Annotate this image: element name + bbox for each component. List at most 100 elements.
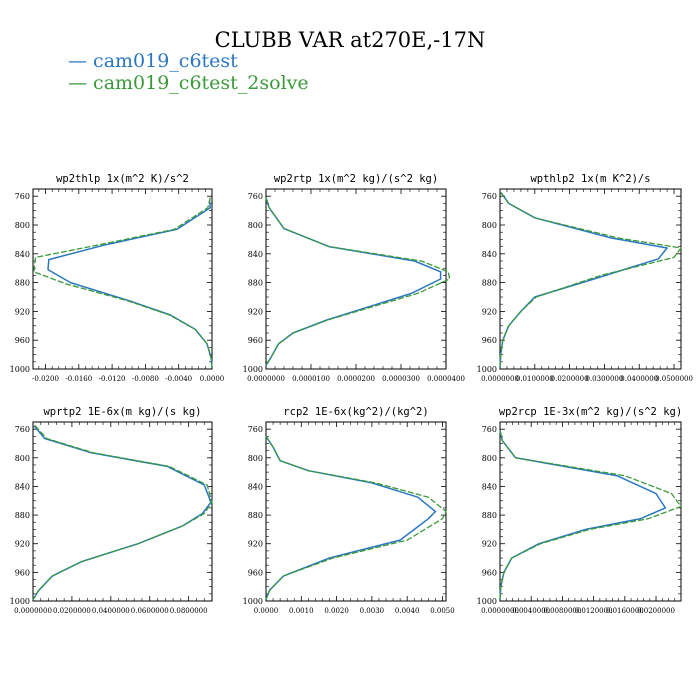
y-tick-label: 1000 [477, 597, 497, 606]
y-tick-label: 840 [482, 482, 497, 491]
panel-title: wp2rtp 1x(m^2 kg)/(s^2 kg) [274, 173, 438, 185]
x-tick-label: 0.0600000 [131, 607, 169, 615]
x-tick-label: 0.0000100 [292, 375, 330, 383]
x-tick-label: 0.0000000 [481, 375, 519, 383]
legend-label: cam019_c6test [93, 50, 238, 72]
y-tick-label: 920 [248, 540, 263, 549]
x-tick-label: 0.0500000 [655, 375, 693, 383]
x-tick-label: 0.0020 [324, 607, 349, 615]
x-tick-label: 0.0400000 [620, 375, 658, 383]
x-tick-label: 0.0000000 [481, 607, 519, 615]
series-line-c6test [47, 200, 213, 368]
x-tick-label: -0.0120 [99, 375, 126, 383]
y-tick-label: 920 [248, 307, 263, 316]
y-tick-label: 760 [482, 425, 497, 434]
x-tick-label: 0.0080000 [543, 607, 581, 615]
x-tick-label: 0.0000200 [337, 375, 375, 383]
panel-title: wpthlp2 1x(m K^2)/s [530, 173, 650, 185]
legend-line-marker: — [68, 50, 94, 72]
y-tick-label: 1000 [477, 365, 497, 374]
y-tick-label: 840 [248, 250, 263, 259]
series-line-c6test [32, 425, 212, 600]
chart-panel: wp2rtp 1x(m^2 kg)/(s^2 kg) 760 800 840 880 92… [243, 173, 465, 383]
legend-item: — cam019_c6test [68, 50, 238, 72]
y-tick-label: 760 [248, 192, 263, 201]
y-tick-label: 800 [15, 454, 30, 463]
x-tick-label: 0.0000000 [14, 607, 52, 615]
series-line-2solve [499, 430, 682, 600]
y-tick-label: 880 [482, 511, 497, 520]
y-tick-label: 960 [15, 336, 30, 345]
x-tick-label: 0.0300000 [585, 375, 623, 383]
y-tick-label: 840 [15, 250, 30, 259]
y-tick-label: 1000 [243, 365, 263, 374]
x-tick-label: 0.0120000 [575, 607, 613, 615]
y-tick-label: 920 [482, 307, 497, 316]
series-line-2solve [499, 192, 682, 368]
legend-item: — cam019_c6test_2solve [68, 72, 309, 94]
plot-frame [265, 421, 447, 602]
x-tick-label: 0.0200000 [637, 607, 675, 615]
series-line-2solve [265, 435, 447, 600]
x-tick-label: 0.0000400 [427, 375, 465, 383]
x-tick-label: 0.0030 [360, 607, 385, 615]
x-tick-label: 0.0010 [289, 607, 314, 615]
y-tick-label: 760 [248, 425, 263, 434]
series-line-c6test [265, 435, 437, 600]
plot-frame [32, 421, 213, 602]
chart-panel: wprtp2 1E-6x(m kg)/(s kg) 760 800 840 880 920… [10, 406, 213, 615]
y-tick-label: 880 [248, 511, 263, 520]
y-tick-label: 960 [15, 568, 30, 577]
chart-panel: wp2thlp 1x(m^2 K)/s^2 760 800 840 880 920 960 1… [10, 173, 225, 383]
x-tick-label: -0.0080 [132, 375, 159, 383]
chart-panel: rcp2 1E-6x(kg^2)/(kg^2) 760 800 840 880 920 96… [243, 406, 455, 615]
x-tick-label: 0.0000 [254, 607, 279, 615]
y-tick-label: 840 [482, 250, 497, 259]
y-tick-label: 800 [15, 221, 30, 230]
x-tick-label: 0.0200000 [551, 375, 589, 383]
x-tick-label: 0.0000300 [382, 375, 420, 383]
figure-title: CLUBB VAR at270E,-17N [214, 28, 486, 52]
y-tick-label: 760 [482, 192, 497, 201]
y-tick-label: 1000 [243, 597, 263, 606]
x-tick-label: -0.0200 [32, 375, 59, 383]
series-line-2solve [32, 425, 213, 600]
panel-title: wp2thlp 1x(m^2 K)/s^2 [56, 173, 189, 185]
x-tick-label: 0.0160000 [606, 607, 644, 615]
x-tick-label: 0.0400000 [92, 607, 130, 615]
y-tick-label: 960 [482, 336, 497, 345]
y-tick-label: 800 [482, 454, 497, 463]
legend-line-marker: — [68, 72, 94, 94]
panel-title: rcp2 1E-6x(kg^2)/(kg^2) [283, 406, 428, 418]
x-tick-label: 0.0040000 [512, 607, 550, 615]
y-tick-label: 960 [482, 568, 497, 577]
y-tick-label: 1000 [10, 365, 30, 374]
chart-panel: wpthlp2 1x(m K^2)/s 760 800 840 880 920 960 100… [477, 173, 693, 383]
series-line-c6test [265, 197, 442, 366]
series-line-c6test [499, 192, 668, 368]
y-tick-label: 760 [15, 192, 30, 201]
y-tick-label: 960 [248, 336, 263, 345]
x-tick-label: -0.0160 [65, 375, 92, 383]
series-line-2solve [265, 197, 451, 366]
x-tick-label: 0.0000 [200, 375, 225, 383]
y-tick-label: 840 [15, 482, 30, 491]
x-tick-label: 0.0800000 [170, 607, 208, 615]
x-tick-label: 0.0100000 [516, 375, 554, 383]
series-line-c6test [499, 430, 667, 600]
y-tick-label: 960 [248, 568, 263, 577]
y-tick-label: 800 [482, 221, 497, 230]
y-tick-label: 800 [248, 454, 263, 463]
y-tick-label: 760 [15, 425, 30, 434]
legend-label: cam019_c6test_2solve [93, 72, 309, 94]
y-tick-label: 1000 [10, 597, 30, 606]
plot-frame [499, 421, 682, 602]
y-tick-label: 920 [15, 540, 30, 549]
x-tick-label: 0.0000000 [247, 375, 285, 383]
y-tick-label: 880 [248, 279, 263, 288]
x-tick-label: 0.0040 [395, 607, 420, 615]
panel-title: wprtp2 1E-6x(m kg)/(s kg) [43, 406, 201, 418]
y-tick-label: 880 [15, 511, 30, 520]
y-tick-label: 920 [15, 307, 30, 316]
